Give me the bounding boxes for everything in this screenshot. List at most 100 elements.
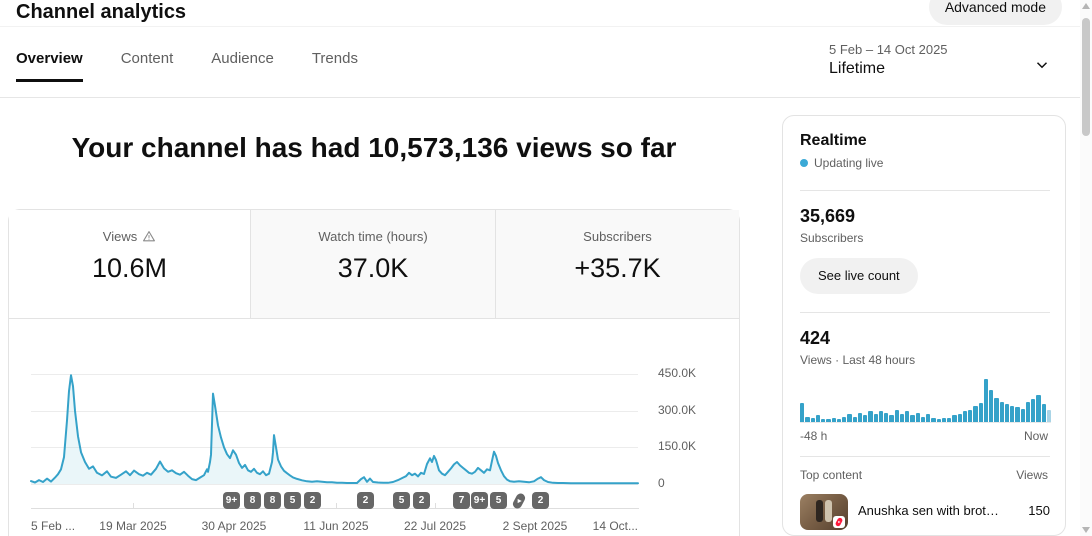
- realtime-bar: [915, 412, 920, 422]
- realtime-bar: [978, 403, 983, 422]
- realtime-bar: [868, 411, 873, 422]
- x-axis-tick: 14 Oct...: [592, 519, 638, 533]
- realtime-status-text: Updating live: [814, 156, 884, 170]
- event-count-badge[interactable]: 2: [532, 492, 549, 509]
- realtime-bar: [836, 419, 841, 422]
- realtime-bar: [899, 413, 904, 422]
- x-axis-tick: 11 Jun 2025: [303, 519, 369, 533]
- x-axis-tick: 19 Mar 2025: [99, 519, 167, 533]
- scrollbar-up-arrow[interactable]: [1082, 3, 1090, 9]
- metric-label: Subscribers: [583, 229, 652, 244]
- metric-tab-watch-time-hours-[interactable]: Watch time (hours) 37.0K: [251, 210, 496, 318]
- realtime-bar: [936, 419, 941, 422]
- tab-audience[interactable]: Audience: [211, 50, 274, 67]
- realtime-title: Realtime: [800, 132, 867, 149]
- scrollbar-down-arrow[interactable]: [1082, 527, 1090, 533]
- video-thumbnail: [800, 494, 848, 530]
- x-axis-tick-mark: [133, 503, 134, 508]
- realtime-bar: [1004, 404, 1009, 422]
- top-content-row[interactable]: Anushka sen with brot… 150: [783, 486, 1065, 535]
- metric-label: Watch time (hours): [318, 229, 428, 244]
- event-count-badge[interactable]: 2: [357, 492, 374, 509]
- realtime-bar: [842, 416, 847, 422]
- metric-tab-views[interactable]: Views 10.6M: [9, 210, 251, 318]
- tab-trends[interactable]: Trends: [311, 50, 358, 67]
- y-axis-tick: 0: [658, 476, 665, 490]
- realtime-bar: [852, 416, 857, 422]
- tab-content[interactable]: Content: [120, 50, 174, 67]
- warning-icon: [143, 231, 156, 242]
- date-range-picker[interactable]: 5 Feb – 14 Oct 2025 Lifetime: [829, 42, 1059, 78]
- metric-tabs: Views 10.6M Watch time (hours) 37.0K Subsc…: [9, 210, 739, 319]
- realtime-bar: [968, 409, 973, 422]
- views-48h-label: Views · Last 48 hours: [800, 353, 916, 367]
- realtime-bar: [878, 411, 883, 422]
- x-axis-tick: 30 Apr 2025: [201, 519, 267, 533]
- advanced-mode-button[interactable]: Advanced mode: [928, 0, 1062, 25]
- event-count-badge[interactable]: 8: [264, 492, 281, 509]
- realtime-bar: [957, 413, 962, 422]
- event-count-badge[interactable]: 8: [244, 492, 261, 509]
- metric-label: Views: [102, 229, 138, 244]
- live-dot-icon: [800, 159, 808, 167]
- x-axis-tick-mark: [435, 503, 436, 508]
- realtime-bar: [947, 417, 952, 422]
- realtime-bar: [863, 415, 868, 422]
- realtime-bar: [931, 417, 936, 422]
- realtime-bar: [889, 415, 894, 422]
- realtime-bar: [873, 413, 878, 422]
- event-count-badge[interactable]: 9+: [471, 492, 488, 509]
- realtime-bar: [1025, 401, 1030, 422]
- subscriber-count: 35,669: [800, 206, 856, 226]
- shorts-event-badge[interactable]: [510, 492, 527, 509]
- realtime-bar: [994, 397, 999, 422]
- realtime-bar: [1020, 408, 1025, 422]
- event-count-badge[interactable]: 2: [304, 492, 321, 509]
- x-axis-tick: 5 Feb ...: [31, 519, 76, 533]
- realtime-bar: [826, 419, 831, 422]
- gridline: [31, 411, 638, 412]
- x-axis-tick-mark: [336, 503, 337, 508]
- video-title: Anushka sen with brot…: [858, 503, 999, 518]
- realtime-bar: [1015, 407, 1020, 422]
- views-column-header: Views: [1016, 468, 1048, 482]
- realtime-bar: [1036, 395, 1041, 422]
- chevron-down-icon: [1036, 62, 1048, 69]
- divider: [800, 190, 1050, 191]
- header-divider: [0, 97, 1092, 98]
- realtime-bar: [821, 419, 826, 422]
- realtime-bar: [910, 415, 915, 422]
- views-headline: Your channel has had 10,573,136 views so…: [71, 132, 677, 163]
- event-count-badge[interactable]: 7: [453, 492, 470, 509]
- page-scrollbar[interactable]: [1080, 0, 1092, 536]
- realtime-bar-chart: [800, 378, 1051, 422]
- tab-overview[interactable]: Overview: [16, 50, 83, 82]
- see-live-count-button[interactable]: See live count: [800, 258, 918, 294]
- event-count-badge[interactable]: 9+: [223, 492, 240, 509]
- realtime-bar: [800, 403, 805, 422]
- metric-value: 37.0K: [337, 253, 409, 283]
- shorts-icon: [512, 493, 526, 509]
- y-axis-tick: 150.0K: [658, 439, 697, 453]
- realtime-bar: [805, 416, 810, 422]
- realtime-bar: [999, 401, 1004, 422]
- video-views: 150: [1028, 503, 1050, 518]
- event-count-badge[interactable]: 5: [393, 492, 410, 509]
- scrollbar-thumb[interactable]: [1082, 18, 1090, 136]
- realtime-card: Realtime Updating live 35,669 Subscriber…: [782, 115, 1066, 536]
- views-line-chart: [30, 374, 639, 485]
- event-count-badge[interactable]: 5: [284, 492, 301, 509]
- realtime-bar: [884, 412, 889, 422]
- realtime-status: Updating live: [800, 156, 883, 170]
- realtime-bar: [831, 417, 836, 422]
- metric-tab-subscribers[interactable]: Subscribers +35.7K: [496, 210, 739, 318]
- event-count-badge[interactable]: 5: [490, 492, 507, 509]
- gridline: [31, 484, 638, 485]
- analytics-tabs: Overview Content Audience Trends: [16, 50, 358, 82]
- x-axis-line: [31, 508, 639, 509]
- event-count-badge[interactable]: 2: [413, 492, 430, 509]
- metric-value: 10.6M: [91, 253, 168, 283]
- realtime-bar: [847, 413, 852, 422]
- realtime-bar: [1041, 404, 1046, 422]
- bar-axis-left-label: -48 h: [800, 429, 828, 443]
